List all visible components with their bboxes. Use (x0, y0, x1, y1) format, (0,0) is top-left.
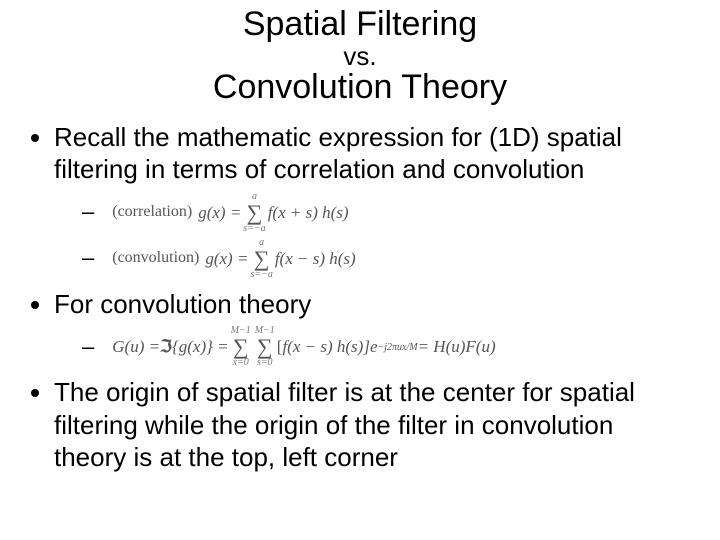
bullet-3-text: The origin of spatial filter is at the c… (54, 377, 635, 472)
sigma-icon: ∑ (254, 248, 270, 270)
sum-bot: s=−a (250, 270, 272, 280)
dash-icon: – (82, 333, 94, 362)
corr-label: (correlation) (112, 202, 192, 223)
bullet-1-sublist: – (correlation) g(x) = a ∑ s=−a f(x + s)… (82, 192, 690, 280)
dash-icon: – (82, 244, 94, 273)
title-block: Spatial Filtering vs. Convolution Theory (30, 6, 690, 107)
sum-bot: x=0 (233, 358, 249, 368)
formula-conv-theory: – G(u) = ℑ {g(x)} = M−1 ∑ x=0 M−1 ∑ (82, 326, 690, 368)
sum-bot: s=0 (257, 358, 273, 368)
conv-math: g(x) = a ∑ s=−a f(x − s) h(s) (205, 238, 355, 280)
sum-icon: a ∑ s=−a (250, 238, 272, 280)
frak-i-icon: ℑ (160, 336, 172, 358)
sum-icon: M−1 ∑ x=0 (231, 326, 251, 368)
sum-bot: s=−a (243, 224, 265, 234)
bullet-2-sublist: – G(u) = ℑ {g(x)} = M−1 ∑ x=0 M−1 ∑ (82, 326, 690, 368)
g-eq: g(x) = (198, 202, 241, 224)
g-eq: g(x) = (205, 248, 248, 270)
bullet-1-text: Recall the mathematic expression for (1D… (54, 122, 622, 185)
formula-convolution: – (convolution) g(x) = a ∑ s=−a f(x − s)… (82, 238, 690, 280)
G-inner: f(x − s) h(s)] (282, 336, 369, 358)
G-tail: = H(u)F(u) (418, 336, 496, 358)
dash-icon: – (82, 198, 94, 227)
bullet-1: Recall the mathematic expression for (1D… (54, 121, 690, 280)
sigma-icon: ∑ (247, 202, 263, 224)
title-vs: vs. (30, 43, 690, 69)
corr-math: g(x) = a ∑ s=−a f(x + s) h(s) (198, 192, 348, 234)
conv-term: f(x − s) h(s) (275, 248, 356, 270)
sigma-icon: ∑ (257, 336, 273, 358)
conv-theory-math: G(u) = ℑ {g(x)} = M−1 ∑ x=0 M−1 ∑ s=0 (112, 326, 495, 368)
G-mid: {g(x)} = (172, 336, 229, 358)
title-line2: Convolution Theory (30, 69, 690, 106)
bullet-list: Recall the mathematic expression for (1D… (54, 121, 690, 474)
bullet-2-text: For convolution theory (54, 289, 311, 319)
bullet-3: The origin of spatial filter is at the c… (54, 376, 690, 474)
G-lead: G(u) = (112, 336, 160, 358)
slide: Spatial Filtering vs. Convolution Theory… (0, 0, 720, 540)
corr-term: f(x + s) h(s) (268, 202, 349, 224)
G-exp-sup: −j2πux/M (377, 341, 417, 354)
sigma-icon: ∑ (233, 336, 249, 358)
conv-label: (convolution) (112, 248, 199, 269)
sum-icon: a ∑ s=−a (243, 192, 265, 234)
formula-correlation: – (correlation) g(x) = a ∑ s=−a f(x + s)… (82, 192, 690, 234)
G-exp: e (370, 336, 378, 358)
bullet-2: For convolution theory – G(u) = ℑ {g(x)}… (54, 288, 690, 369)
title-line1: Spatial Filtering (30, 6, 690, 43)
sum-icon: M−1 ∑ s=0 (255, 326, 275, 368)
